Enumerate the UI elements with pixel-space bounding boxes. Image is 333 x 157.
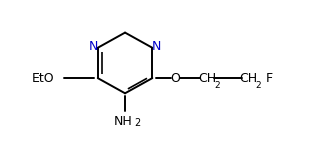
Text: 2: 2 xyxy=(214,81,220,90)
Text: O: O xyxy=(170,72,180,85)
Text: CH: CH xyxy=(198,72,216,85)
Text: CH: CH xyxy=(239,72,257,85)
Text: F: F xyxy=(265,72,273,85)
Text: NH: NH xyxy=(114,115,133,128)
Text: N: N xyxy=(152,41,161,54)
Text: EtO: EtO xyxy=(32,72,55,85)
Text: 2: 2 xyxy=(256,81,261,90)
Text: 2: 2 xyxy=(135,118,141,128)
Text: N: N xyxy=(89,41,98,54)
